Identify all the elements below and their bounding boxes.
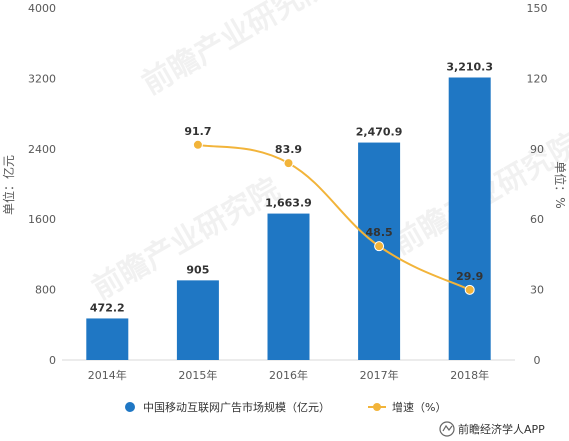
y2-tick-label: 150 — [527, 2, 548, 15]
right-y-tick-labels: 0 30 60 90 120 150 — [527, 2, 548, 367]
credit-logo-icon — [439, 421, 455, 437]
y2-tick-label: 90 — [530, 143, 544, 156]
x-tick-label: 2016年 — [269, 368, 308, 382]
legend-line-marker — [373, 403, 381, 411]
y-tick-label: 2400 — [28, 143, 56, 156]
line-value-label: 29.9 — [456, 270, 483, 283]
y-tick-label: 800 — [35, 284, 56, 297]
watermark-layer: 前瞻产业研究院 前瞻产业研究院 前瞻产业研究院 — [87, 0, 569, 307]
bar-value-label: 905 — [186, 263, 209, 276]
left-y-tick-labels: 0 800 1600 2400 3200 4000 — [28, 2, 56, 367]
line-value-label: 83.9 — [275, 143, 302, 156]
y2-axis-title: 单位：% — [553, 161, 568, 208]
x-tick-labels: 2014年 2015年 2016年 2017年 2018年 — [88, 368, 489, 382]
bar-value-label: 1,663.9 — [265, 197, 312, 210]
credit: 前瞻经济学人APP — [439, 421, 545, 437]
x-tick-label: 2014年 — [88, 368, 127, 382]
y-tick-label: 4000 — [28, 2, 56, 15]
line-point — [464, 284, 475, 295]
line-point — [192, 139, 203, 150]
legend-bar-swatch — [125, 402, 135, 412]
bar — [176, 280, 219, 360]
y2-tick-label: 120 — [527, 72, 548, 85]
bar — [358, 142, 401, 360]
bar-series — [86, 77, 491, 361]
y-axis-title: 单位：亿元 — [1, 155, 16, 215]
bar — [86, 318, 129, 360]
legend-bar-label: 中国移动互联网广告市场规模（亿元） — [143, 400, 330, 414]
legend: 中国移动互联网广告市场规模（亿元） 增速（%） — [125, 400, 446, 414]
credit-logo-mark — [442, 424, 453, 432]
y-tick-label: 3200 — [28, 72, 56, 85]
x-tick-label: 2015年 — [178, 368, 217, 382]
line-point — [374, 241, 385, 252]
y2-tick-label: 30 — [530, 284, 544, 297]
y-tick-label: 0 — [49, 354, 56, 367]
bar — [448, 77, 491, 361]
bar-value-label: 2,470.9 — [356, 126, 403, 139]
legend-line-label: 增速（%） — [392, 400, 446, 414]
data-labels: 472.2 905 1,663.9 2,470.9 3,210.3 91.7 83.9 48.… — [90, 60, 493, 314]
line-point — [283, 158, 294, 169]
x-tick-label: 2017年 — [360, 368, 399, 382]
line-value-label: 48.5 — [366, 226, 393, 239]
bar-value-label: 472.2 — [90, 301, 125, 314]
credit-text: 前瞻经济学人APP — [458, 422, 545, 436]
y2-tick-label: 60 — [530, 213, 544, 226]
bar — [267, 213, 310, 360]
x-tick-label: 2018年 — [450, 368, 489, 382]
y2-tick-label: 0 — [534, 354, 541, 367]
line-value-label: 91.7 — [184, 125, 211, 138]
growth-line — [197, 143, 471, 291]
watermark-text: 前瞻产业研究院 — [137, 0, 336, 102]
bar-value-label: 3,210.3 — [446, 60, 493, 73]
y-tick-label: 1600 — [28, 213, 56, 226]
line-series — [192, 139, 475, 295]
